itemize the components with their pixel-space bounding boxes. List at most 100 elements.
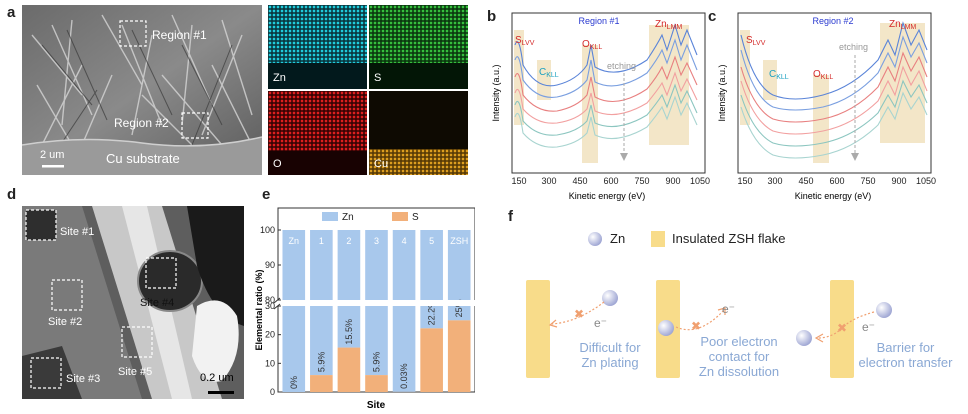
title-c: Region #2 <box>812 16 853 26</box>
ylabel-c: Intensity (a.u.) <box>717 64 727 121</box>
svg-text:750: 750 <box>860 176 875 186</box>
eds-map-zn: Zn <box>268 5 367 89</box>
panel-label-d: d <box>7 186 17 203</box>
bar-zn-lower-0 <box>282 306 306 392</box>
site5-box <box>121 326 153 358</box>
ticks-c: 150 300 450 600 750 900 1050 <box>737 176 936 186</box>
svg-text:450: 450 <box>572 176 587 186</box>
bar-zn-upper-2 <box>337 230 361 300</box>
category-label-2: 2 <box>346 236 351 246</box>
site1-label: Site #1 <box>60 226 95 238</box>
svg-text:450: 450 <box>798 176 813 186</box>
elemental-ratio-chart: Zn 0% 1 5.9% 2 15.5% 3 5.9% 4 0.03% 5 22.2% ZSH 25% 0 1… <box>254 207 475 411</box>
eds-label-zn: Zn <box>273 72 286 84</box>
title-b: Region #1 <box>578 16 619 26</box>
legend-swatch-0 <box>322 212 338 221</box>
site4-box <box>145 257 177 289</box>
zn-sphere-2-icon <box>658 320 674 336</box>
data-label-0: 0% <box>289 376 299 389</box>
eds-map-s: S <box>369 5 468 89</box>
bar-zn-lower-3 <box>365 306 388 376</box>
bar-s-5 <box>420 328 443 392</box>
site3-box <box>30 357 62 389</box>
ytick-label-3: 30 <box>265 301 275 311</box>
ytick-label-1: 10 <box>265 358 275 368</box>
spectra-lines-c <box>740 21 928 159</box>
scale-bar <box>42 165 64 168</box>
legend-flake: Insulated ZSH flake <box>672 231 786 246</box>
bar-zn-lower-2 <box>337 306 361 348</box>
bar-zn-upper-5 <box>420 230 443 300</box>
sem-image-cross-section: Region #1 Region #2 Cu substrate 2 um <box>22 5 262 175</box>
svg-text:300: 300 <box>541 176 556 186</box>
data-label-5: 22.2% <box>427 300 437 326</box>
region1-box <box>119 20 147 47</box>
bar-zn-upper-6 <box>447 230 471 300</box>
znlmm-b: ZnLMM <box>655 19 682 31</box>
cross-2-icon: ✖ <box>691 319 701 333</box>
scale-label: 2 um <box>40 149 65 161</box>
svg-text:900: 900 <box>665 176 680 186</box>
eds-map-o: O <box>268 91 367 175</box>
category-label-1: 1 <box>319 236 324 246</box>
site4-label: Site #4 <box>140 297 175 309</box>
flake-1 <box>526 280 550 378</box>
ytick-label-5: 90 <box>265 260 275 270</box>
category-label-6: ZSH <box>450 236 468 246</box>
category-label-3: 3 <box>374 236 379 246</box>
spectra-lines-b <box>514 23 698 148</box>
svg-text:150: 150 <box>737 176 752 186</box>
bar-s-3 <box>365 375 388 392</box>
panel-label-a: a <box>7 4 16 21</box>
ylabel-e: Elemental ratio (%) <box>254 269 264 350</box>
bar-zn-lower-1 <box>310 306 333 376</box>
okll-c: OKLL <box>813 69 833 81</box>
electron-1: e⁻ <box>594 316 608 330</box>
ticks-b: 150 300 450 600 750 900 1050 <box>511 176 710 186</box>
category-label-5: 5 <box>429 236 434 246</box>
eds-label-s: S <box>374 72 382 84</box>
panel-label-b: b <box>487 8 497 25</box>
xlabel-e: Site <box>367 400 386 411</box>
bar-zn-upper-4 <box>392 230 416 300</box>
legend-zn: Zn <box>610 231 626 246</box>
eds-map-cu: Cu <box>369 91 468 175</box>
caption-1: Difficult for Zn plating <box>579 340 641 370</box>
bar-zn-upper-1 <box>310 230 333 300</box>
legend-label-1: S <box>412 212 419 223</box>
okll-b: OKLL <box>582 39 602 51</box>
eds-label-cu: Cu <box>374 158 389 170</box>
category-label-0: Zn <box>289 236 300 246</box>
data-label-3: 5.9% <box>372 352 382 373</box>
slvv-c: SLVV <box>746 35 766 47</box>
site5-label: Site #5 <box>118 366 153 378</box>
region2-box <box>181 112 209 139</box>
shade-slvv <box>514 30 524 125</box>
substrate-label: Cu substrate <box>106 151 180 166</box>
zn-sphere-3a-icon <box>796 330 812 346</box>
data-label-2: 15.5% <box>344 319 354 345</box>
ytick-label-2: 20 <box>265 330 275 340</box>
svg-text:1050: 1050 <box>916 176 936 186</box>
bar-zn-upper-0 <box>282 230 306 300</box>
cross-3-icon: ✖ <box>837 321 847 335</box>
panel-label-c: c <box>708 8 717 25</box>
data-label-4: 0.03% <box>399 363 409 389</box>
site1-box <box>25 209 57 241</box>
bar-zn-lower-5 <box>420 306 443 329</box>
znlmm-c: ZnLMM <box>889 19 916 31</box>
tem-image: Site #1 Site #2 Site #3 Site #4 Site #5 … <box>22 206 244 399</box>
zn-sphere-icon <box>588 232 602 246</box>
ylabel-b: Intensity (a.u.) <box>491 64 501 121</box>
bar-s-6 <box>447 320 471 392</box>
region1-label: Region #1 <box>152 28 207 42</box>
ytick-label-4: 80 <box>265 295 275 305</box>
svg-text:900: 900 <box>891 176 906 186</box>
svg-text:750: 750 <box>634 176 649 186</box>
ckll-c: CKLL <box>769 69 789 81</box>
region2-label: Region #2 <box>114 116 169 130</box>
schematic-panel: Zn Insulated ZSH flake ✖ e⁻ Difficult fo… <box>508 222 963 412</box>
category-label-4: 4 <box>402 236 407 246</box>
scale-bar-d <box>208 391 234 394</box>
cross-1-icon: ✖ <box>574 307 584 321</box>
